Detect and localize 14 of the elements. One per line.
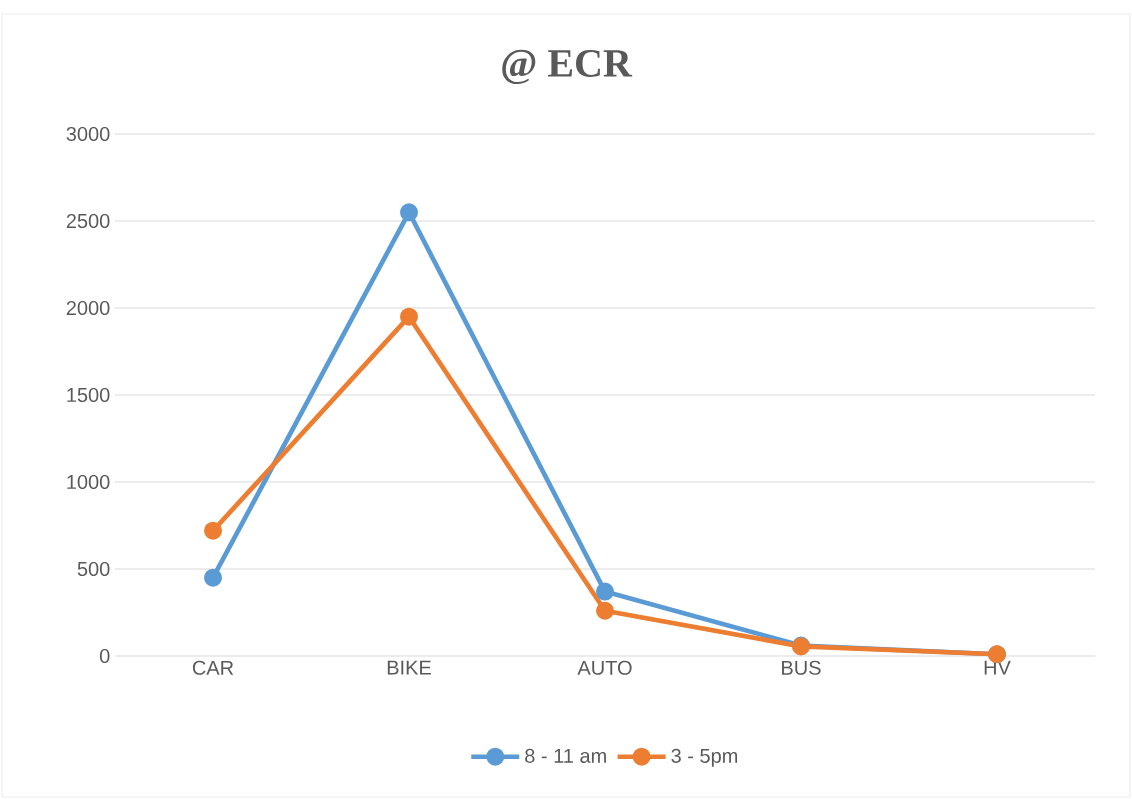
x-tick-label: BUS [782, 660, 821, 675]
chart-title: @ ECR [502, 49, 633, 85]
x-tick-label: CAR [192, 660, 234, 675]
legend-label: 8 - 11 am [525, 748, 606, 763]
y-tick-label: 3000 [66, 126, 110, 142]
y-tick-label: 2500 [66, 213, 110, 229]
y-tick-label: 500 [77, 561, 110, 577]
x-tick-label: AUTO [577, 660, 632, 675]
x-tick-label: BIKE [387, 660, 431, 675]
y-tick-label: 1500 [67, 387, 110, 403]
y-tick-label: 1000 [67, 474, 110, 490]
legend-label: 3 - 5pm [671, 748, 738, 767]
y-tick-label: 2000 [66, 300, 110, 316]
y-tick-label: 0 [99, 648, 110, 664]
